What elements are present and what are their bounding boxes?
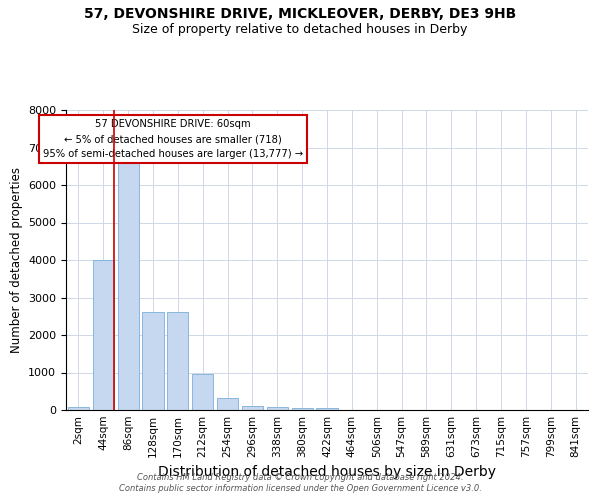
Text: Contains HM Land Registry data © Crown copyright and database right 2024.: Contains HM Land Registry data © Crown c… [137, 472, 463, 482]
Bar [242, 406, 263, 410]
X-axis label: Distribution of detached houses by size in Derby: Distribution of detached houses by size … [158, 466, 496, 479]
Bar [316, 408, 338, 410]
Bar [292, 408, 313, 410]
Bar [217, 398, 238, 410]
Bar [267, 407, 288, 410]
Text: Contains public sector information licensed under the Open Government Licence v3: Contains public sector information licen… [119, 484, 481, 493]
Text: 57 DEVONSHIRE DRIVE: 60sqm
← 5% of detached houses are smaller (718)
95% of semi: 57 DEVONSHIRE DRIVE: 60sqm ← 5% of detac… [43, 120, 303, 159]
Bar [192, 374, 213, 410]
Text: 57, DEVONSHIRE DRIVE, MICKLEOVER, DERBY, DE3 9HB: 57, DEVONSHIRE DRIVE, MICKLEOVER, DERBY,… [84, 8, 516, 22]
Text: Size of property relative to detached houses in Derby: Size of property relative to detached ho… [133, 22, 467, 36]
Bar [118, 163, 139, 410]
Bar [167, 312, 188, 410]
Bar [142, 312, 164, 410]
Bar [68, 408, 89, 410]
Bar [93, 260, 114, 410]
Y-axis label: Number of detached properties: Number of detached properties [10, 167, 23, 353]
